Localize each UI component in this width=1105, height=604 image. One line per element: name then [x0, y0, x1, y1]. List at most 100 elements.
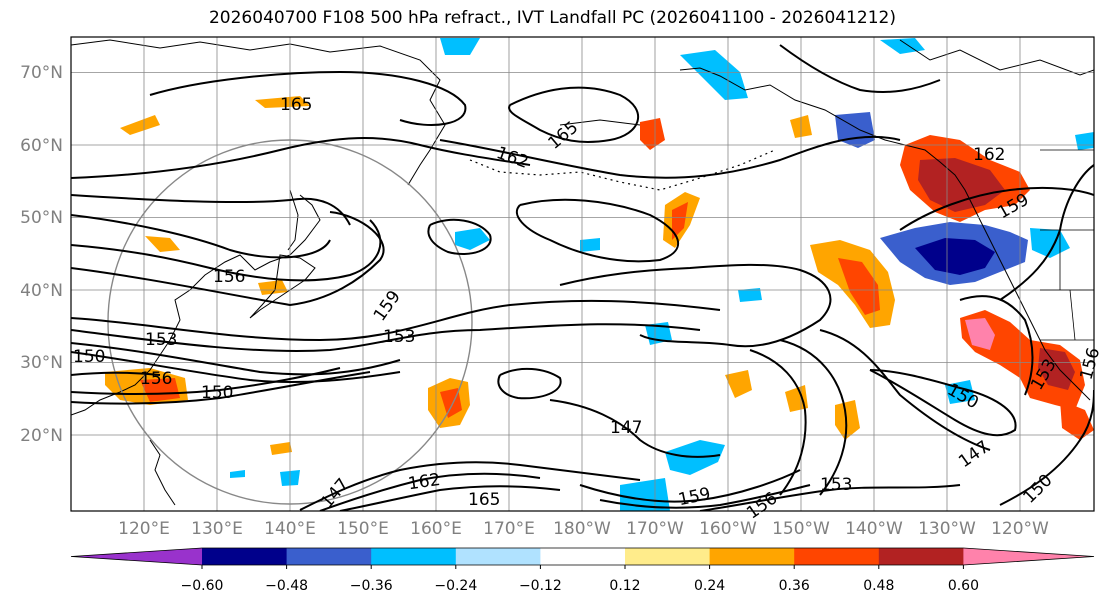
gridlines — [71, 37, 1094, 511]
contour-line — [71, 351, 401, 383]
contour-line — [515, 198, 680, 263]
contour-line — [699, 484, 961, 511]
contour-line — [439, 135, 901, 179]
lon-label: 180°W — [553, 519, 611, 539]
contour-line — [299, 461, 641, 511]
map-panel — [71, 37, 1094, 511]
contour-line — [71, 137, 531, 179]
contour-label: 156 — [213, 267, 245, 287]
negative-anomaly-region — [455, 228, 490, 250]
negative-anomaly-region — [680, 50, 748, 100]
colorbar-tick-label: −0.36 — [350, 578, 393, 594]
contour-line — [71, 367, 341, 396]
contour-line — [508, 86, 640, 143]
colorbar-tick-label: 0.60 — [948, 578, 979, 594]
contour-label: 162 — [973, 145, 1005, 165]
contour-line — [869, 369, 1017, 437]
colorbar-tick-label: 0.48 — [863, 578, 894, 594]
contour-label: 165 — [468, 490, 500, 510]
colorbar-segment — [794, 548, 880, 565]
lon-label: 140°W — [845, 519, 903, 539]
negative-anomaly-region — [620, 478, 670, 511]
negative-anomaly-region — [440, 38, 480, 55]
contour-line — [71, 299, 721, 342]
negative-anomaly-region — [1075, 132, 1094, 150]
contour-line — [999, 389, 1094, 506]
positive-anomaly-region — [672, 202, 688, 240]
colorbar-tick-label: 0.24 — [694, 578, 725, 594]
coastline — [71, 39, 446, 186]
contour-line — [559, 263, 832, 348]
coastline — [287, 189, 299, 251]
contour-line — [71, 342, 401, 376]
negative-anomaly-region — [738, 288, 762, 302]
contour-line — [579, 469, 801, 503]
contour-label: 147 — [610, 418, 642, 438]
contour-line — [319, 472, 541, 511]
lon-label: 120°E — [118, 519, 170, 539]
colorbar-segment — [540, 548, 626, 565]
colorbar-segment — [286, 548, 372, 565]
negative-anomaly-region — [880, 38, 925, 54]
border-line — [1069, 289, 1076, 341]
contour-line — [779, 44, 941, 93]
contour-line — [71, 371, 371, 405]
positive-anomaly-region — [145, 236, 180, 252]
contour-label: 165 — [280, 95, 312, 115]
positive-anomaly-region — [785, 385, 808, 412]
colorbar-segment — [455, 548, 541, 565]
lon-label: 120°W — [991, 519, 1049, 539]
negative-anomaly-region — [580, 238, 600, 252]
contour-line — [149, 70, 467, 126]
contour-line — [959, 295, 1034, 396]
coastline — [149, 439, 176, 506]
colorbar-tick-label: 0.36 — [779, 578, 810, 594]
contour-line — [339, 485, 561, 511]
contour-line — [71, 323, 701, 352]
lon-label: 130°E — [191, 519, 243, 539]
longitude-labels: 120°E 130°E 140°E 150°E 160°E 170°E 180°… — [118, 519, 1049, 539]
contour-line — [899, 186, 1094, 231]
contour-line — [71, 211, 385, 307]
colorbar-tick-label: −0.12 — [519, 578, 562, 594]
map-frame — [70, 36, 1095, 512]
colorbar-segment — [625, 548, 711, 565]
positive-anomaly-region — [965, 318, 995, 350]
contour-line — [427, 218, 492, 256]
positive-anomaly-region — [258, 280, 288, 295]
contour-line — [71, 219, 382, 282]
lon-label: 130°W — [918, 519, 976, 539]
latitude-labels: 70°N 60°N 50°N 40°N 30°N 20°N — [20, 63, 63, 446]
positive-anomaly-region — [725, 370, 752, 398]
positive-anomaly-region — [640, 118, 665, 150]
colorbar-segment — [371, 548, 457, 565]
contour-line — [71, 194, 351, 226]
lon-label: 140°E — [264, 519, 316, 539]
lon-label: 150°E — [337, 519, 389, 539]
lat-label: 30°N — [20, 353, 63, 373]
colorbar: −0.60 −0.48 −0.36 −0.24 −0.12 0.12 0.24 … — [70, 547, 1095, 594]
political-borders — [1040, 149, 1094, 341]
refractivity-contours — [71, 44, 1094, 511]
negative-anomaly-region — [230, 470, 245, 478]
contour-label: 153 — [383, 327, 415, 347]
colorbar-segment — [878, 548, 964, 565]
colorbar-extend-low — [71, 548, 202, 565]
lat-label: 20°N — [20, 426, 63, 446]
colorbar-tick-label: −0.60 — [181, 578, 224, 594]
contour-label: 162 — [407, 470, 442, 494]
contour-line — [549, 399, 721, 458]
coastline — [559, 119, 641, 126]
contour-line — [749, 349, 807, 496]
lat-label: 50°N — [20, 208, 63, 228]
positive-anomaly-region — [838, 258, 880, 315]
aleutian-islands — [469, 149, 776, 191]
contour-label: 150 — [73, 347, 105, 367]
lat-label: 60°N — [20, 136, 63, 156]
colorbar-tick-label: −0.48 — [265, 578, 308, 594]
map-title: 2026040700 F108 500 hPa refract., IVT La… — [208, 8, 896, 28]
coastline — [899, 39, 1094, 76]
colorbar-segment — [202, 548, 288, 565]
positive-anomaly-region — [270, 442, 292, 455]
contour-line — [819, 329, 991, 451]
